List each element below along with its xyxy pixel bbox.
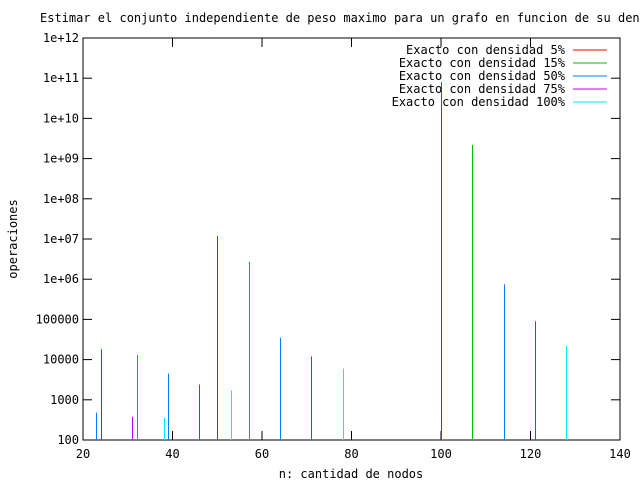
y-tick-label: 1000 [50,393,79,407]
y-axis: 100 1000 10000 100000 1e+06 1e+07 1e+08 1e+09 1e… [36,31,620,447]
y-tick-label: 1e+09 [43,152,79,166]
legend-label: Exacto con densidad 15% [399,56,566,70]
x-tick-label: 20 [76,447,90,461]
x-axis: 20 40 60 80 100 120 140 [76,38,631,461]
y-tick-label: 1e+10 [43,111,79,125]
legend: Exacto con densidad 5%Exacto con densida… [392,43,607,109]
y-tick-label: 1e+11 [43,71,79,85]
y-tick-label: 10000 [43,353,79,367]
x-axis-label: n: cantidad de nodos [279,467,424,480]
x-tick-label: 100 [430,447,452,461]
y-tick-label: 1e+07 [43,232,79,246]
x-tick-label: 120 [520,447,542,461]
legend-label: Exacto con densidad 75% [399,82,566,96]
y-tick-label: 1e+06 [43,272,79,286]
x-tick-label: 80 [344,447,358,461]
y-tick-label: 1e+12 [43,31,79,45]
y-axis-label: operaciones [6,199,20,278]
x-tick-label: 60 [255,447,269,461]
x-tick-label: 140 [609,447,631,461]
chart-title: Estimar el conjunto independiente de pes… [40,11,640,25]
x-tick-label: 40 [165,447,179,461]
y-tick-label: 100 [57,433,79,447]
legend-label: Exacto con densidad 100% [392,95,566,109]
y-tick-label: 100000 [36,312,79,326]
y-tick-label: 1e+08 [43,192,79,206]
legend-label: Exacto con densidad 5% [406,43,566,57]
bars-layer [96,82,567,440]
legend-label: Exacto con densidad 50% [399,69,566,83]
